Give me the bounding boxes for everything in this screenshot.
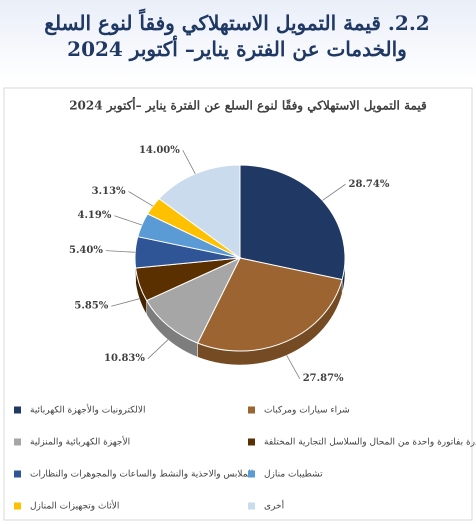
legend-marker bbox=[248, 470, 255, 478]
legend-label: شراء سيارات ومركبات bbox=[264, 406, 350, 416]
leader-line bbox=[286, 355, 301, 379]
legend-marker bbox=[248, 406, 255, 414]
legend-label: المشتريات الصادرة بفاتورة واحدة من المحا… bbox=[264, 438, 476, 448]
legend-marker bbox=[14, 502, 21, 510]
legend-marker bbox=[14, 470, 21, 478]
legend-label: تشطيبات منازل bbox=[264, 470, 323, 480]
slice bbox=[196, 257, 343, 352]
leader-line bbox=[147, 339, 169, 359]
leader-line bbox=[322, 183, 346, 201]
data-label: 4.19% bbox=[77, 210, 111, 221]
legend-label: أخرى bbox=[264, 499, 284, 512]
data-label: 28.74% bbox=[349, 179, 390, 190]
data-label: 5.85% bbox=[74, 301, 108, 312]
leader-line bbox=[105, 250, 136, 253]
legend-marker bbox=[14, 438, 21, 446]
legend-marker bbox=[14, 406, 21, 414]
data-label: 14.00% bbox=[139, 145, 180, 156]
data-label: 27.87% bbox=[303, 373, 344, 384]
leader-line bbox=[111, 298, 140, 307]
slice bbox=[239, 164, 346, 281]
legend-marker bbox=[248, 502, 255, 510]
page-heading: 2.2. قيمة التمويل الاستهلاكي وفقاً لنوع … bbox=[44, 11, 430, 61]
data-label: 3.13% bbox=[92, 186, 126, 197]
data-label: 5.40% bbox=[69, 245, 103, 256]
slice bbox=[145, 256, 242, 344]
legend-label: الالكترونيات والأجهزة الكهربائية bbox=[30, 404, 146, 416]
data-label: 10.83% bbox=[104, 353, 145, 364]
chart-title: قيمة التمويل الاستهلاكي وفقًا لنوع السلع… bbox=[69, 98, 427, 114]
slice bbox=[158, 164, 241, 259]
leader-line bbox=[128, 191, 154, 207]
legend-label: الملابس والاحذية والنشط والساعات والمجوه… bbox=[30, 470, 253, 480]
legend-marker bbox=[248, 438, 255, 446]
leader-line bbox=[114, 215, 142, 226]
legend-label: الأثاث وتجهيزات المنازل bbox=[30, 500, 119, 512]
legend-label: الأجهزة الكهربائية والمنزلية bbox=[30, 436, 130, 448]
leader-line bbox=[182, 150, 196, 175]
